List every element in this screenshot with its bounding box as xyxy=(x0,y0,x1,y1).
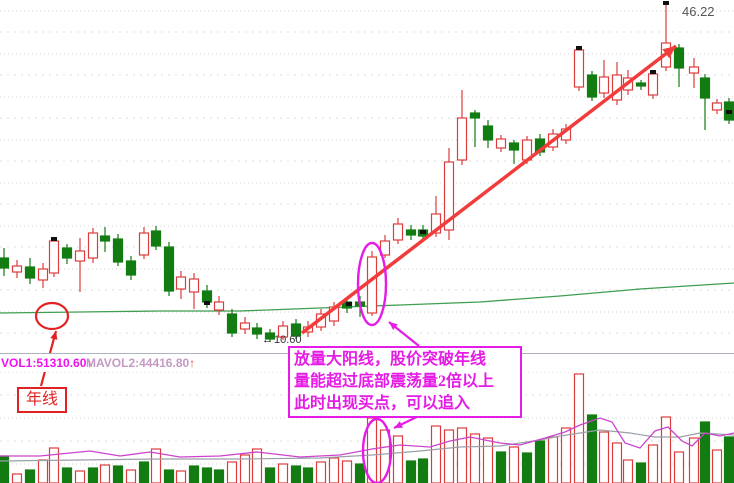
vol1-up-arrow-icon: ↑ xyxy=(86,356,93,370)
low-price-value: 10.60 xyxy=(274,334,302,346)
note-line-2: 量能超过底部震荡量2倍以上 xyxy=(294,373,495,390)
vol1-indicator: VOL1:51310.60↑ xyxy=(1,354,92,372)
note-line-1: 放量大阳线，股价突破年线 xyxy=(294,351,487,368)
year-line-label-box: 年线 xyxy=(17,387,67,413)
low-price-label: ←10.60 xyxy=(262,334,302,346)
left-arrow-icon: ← xyxy=(262,334,273,346)
note-line-3: 此时出现买点，可以追入 xyxy=(294,395,471,412)
vol1-value: VOL1:51310.60 xyxy=(1,356,87,370)
mavol2-up-arrow-icon: ↑ xyxy=(189,356,196,370)
breakout-note-box: 放量大阳线，股价突破年线 量能超过底部震荡量2倍以上 此时出现买点，可以追入 xyxy=(288,346,522,418)
mavol2-value: MAVOL2:44416.80 xyxy=(86,356,190,370)
high-price-label: 46.22 xyxy=(682,4,715,19)
mavol2-indicator: MAVOL2:44416.80↑ xyxy=(86,354,195,372)
